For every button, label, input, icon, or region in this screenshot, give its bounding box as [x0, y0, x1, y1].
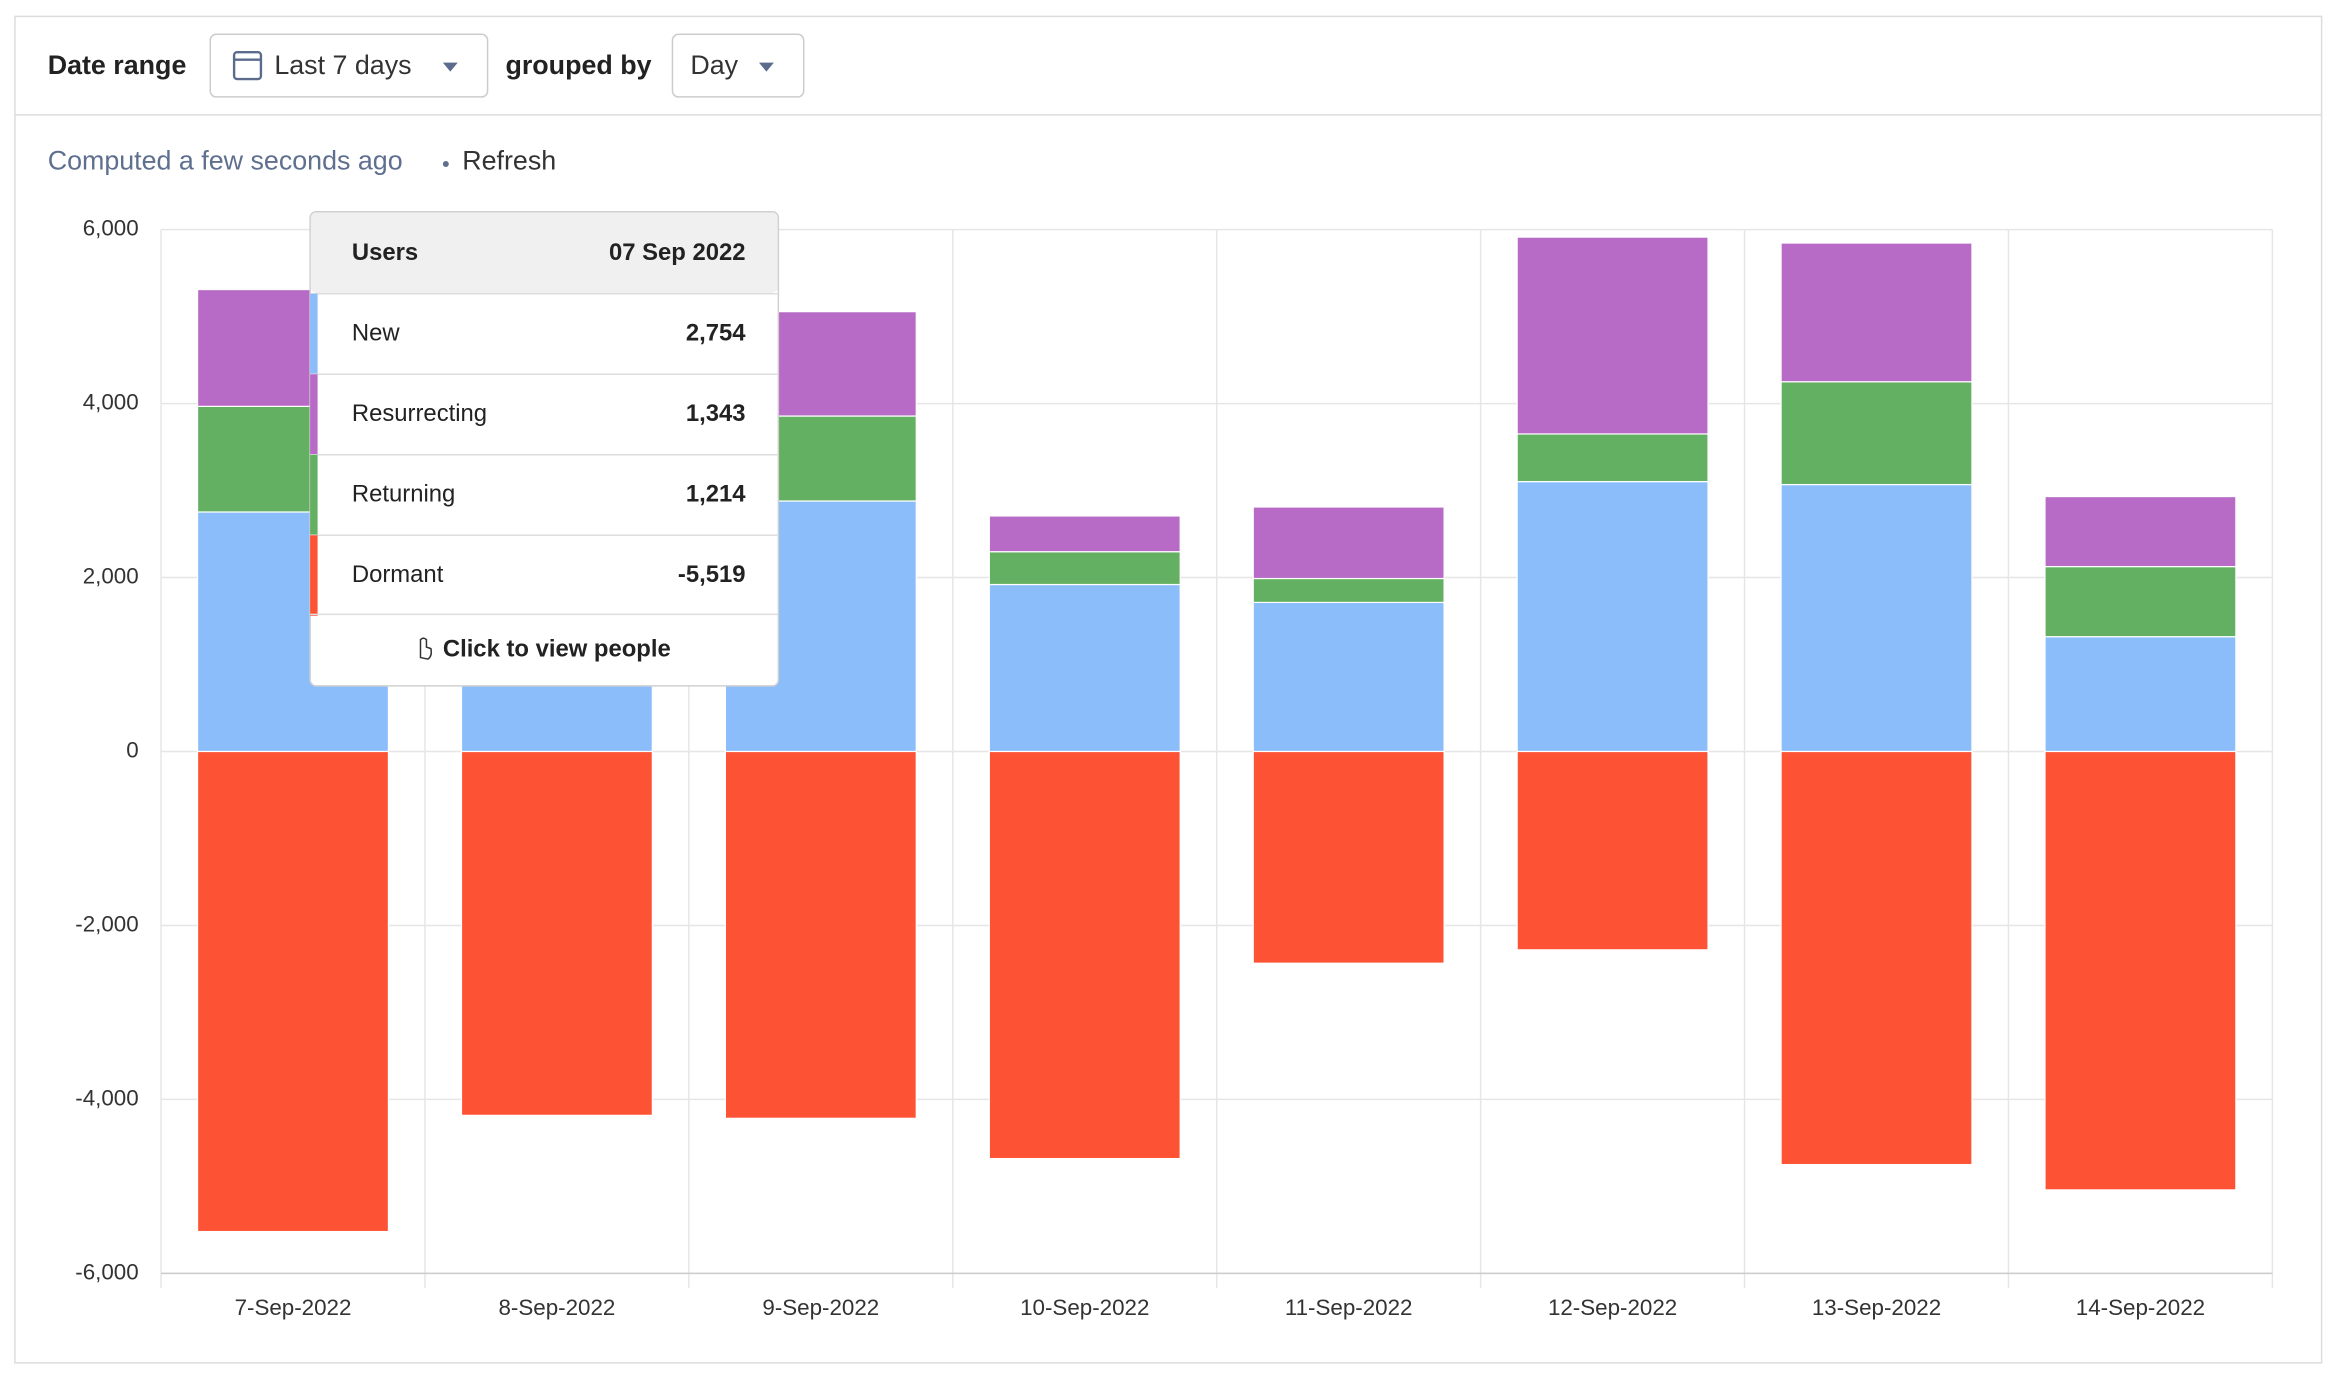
bar-segment[interactable] [2044, 565, 2237, 638]
tooltip-header: Users [352, 239, 418, 266]
x-tick-label: 7-Sep-2022 [235, 1295, 352, 1320]
refresh[interactable]: Refresh [462, 146, 556, 176]
tooltip-value: 2,754 [686, 319, 746, 346]
calendar-icon [232, 51, 263, 81]
bar-segment[interactable] [1780, 242, 1973, 383]
bar-segment[interactable] [988, 515, 1181, 553]
bar-segment[interactable] [2044, 495, 2237, 568]
tooltip: Users 07 Sep 2022 New 2,754 Resurrecting 1,34… [309, 210, 780, 687]
bar-segment[interactable] [2044, 750, 2237, 1191]
tooltip-value: 1,214 [686, 480, 746, 507]
series-swatch [310, 293, 318, 375]
date-select[interactable]: Last 7 days [209, 33, 489, 98]
separator-dot [442, 161, 449, 168]
group-select[interactable]: Day [671, 33, 805, 98]
bar-segment[interactable] [1252, 750, 1445, 964]
x-tick-label: 9-Sep-2022 [762, 1295, 879, 1320]
bar-segment[interactable] [988, 583, 1181, 753]
button[interactable] [209, 33, 489, 98]
tooltip-series: Dormant [352, 561, 444, 588]
bar-segment[interactable] [1516, 481, 1709, 753]
bar-segment[interactable] [1516, 750, 1709, 951]
bar-segment[interactable] [988, 750, 1181, 1160]
series-swatch [310, 374, 318, 455]
tooltip-series: Resurrecting [352, 400, 487, 427]
bar-segment[interactable] [2044, 636, 2237, 753]
tooltip-action[interactable]: Click to view people [443, 635, 671, 662]
computed-note: Computed a few seconds ago [48, 146, 403, 176]
tooltip-date: 07 Sep 2022 [609, 239, 746, 266]
y-tick-label: -6,000 [75, 1259, 138, 1284]
y-tick-label: 2,000 [83, 563, 139, 588]
group-value[interactable]: Day [690, 50, 738, 80]
tooltip-series: Returning [352, 480, 455, 507]
y-tick-label: 0 [126, 737, 138, 762]
pointer-icon [419, 637, 433, 660]
y-tick-label: 4,000 [83, 389, 139, 414]
bar-segment[interactable] [1252, 506, 1445, 580]
tooltip-header-bg [310, 212, 778, 294]
tooltip-value: 1,343 [686, 400, 746, 427]
bar-segment[interactable] [988, 551, 1181, 586]
series-swatch [310, 454, 318, 536]
y-tick-label: -2,000 [75, 911, 138, 936]
tooltip-value: -5,519 [678, 561, 746, 588]
y-tick-label: -4,000 [75, 1085, 138, 1110]
x-tick-label: 8-Sep-2022 [498, 1295, 615, 1320]
x-tick-label: 14-Sep-2022 [2076, 1295, 2205, 1320]
bar-segment[interactable] [1516, 433, 1709, 483]
tooltip-series: New [352, 319, 400, 346]
x-tick-label: 10-Sep-2022 [1020, 1295, 1149, 1320]
date-label: Date range [48, 50, 187, 80]
caret [442, 62, 458, 72]
bar-segment[interactable] [196, 750, 390, 1233]
x-tick-label: 12-Sep-2022 [1548, 1295, 1677, 1320]
y-tick-label: 6,000 [83, 216, 139, 241]
x-tick-label: 11-Sep-2022 [1285, 1295, 1413, 1320]
x-tick-label: 13-Sep-2022 [1812, 1295, 1941, 1320]
caret [758, 62, 774, 72]
bar-segment[interactable] [724, 750, 917, 1119]
date-value[interactable]: Last 7 days [274, 50, 411, 80]
bar-segment[interactable] [460, 750, 653, 1116]
bar-segment[interactable] [1516, 236, 1709, 435]
bar-segment[interactable] [1780, 483, 1973, 753]
bar-segment[interactable] [1252, 601, 1445, 753]
button[interactable] [671, 33, 805, 98]
bar-segment[interactable] [1252, 577, 1445, 604]
series-swatch [310, 535, 318, 616]
bar-segment[interactable] [1780, 750, 1973, 1166]
group-label: grouped by [505, 50, 651, 80]
bar-segment[interactable] [1780, 381, 1973, 486]
plot: -6,000 -4,000 -2,000 0 2,000 4,000 6,000 7-Sep-… [75, 216, 2274, 1320]
